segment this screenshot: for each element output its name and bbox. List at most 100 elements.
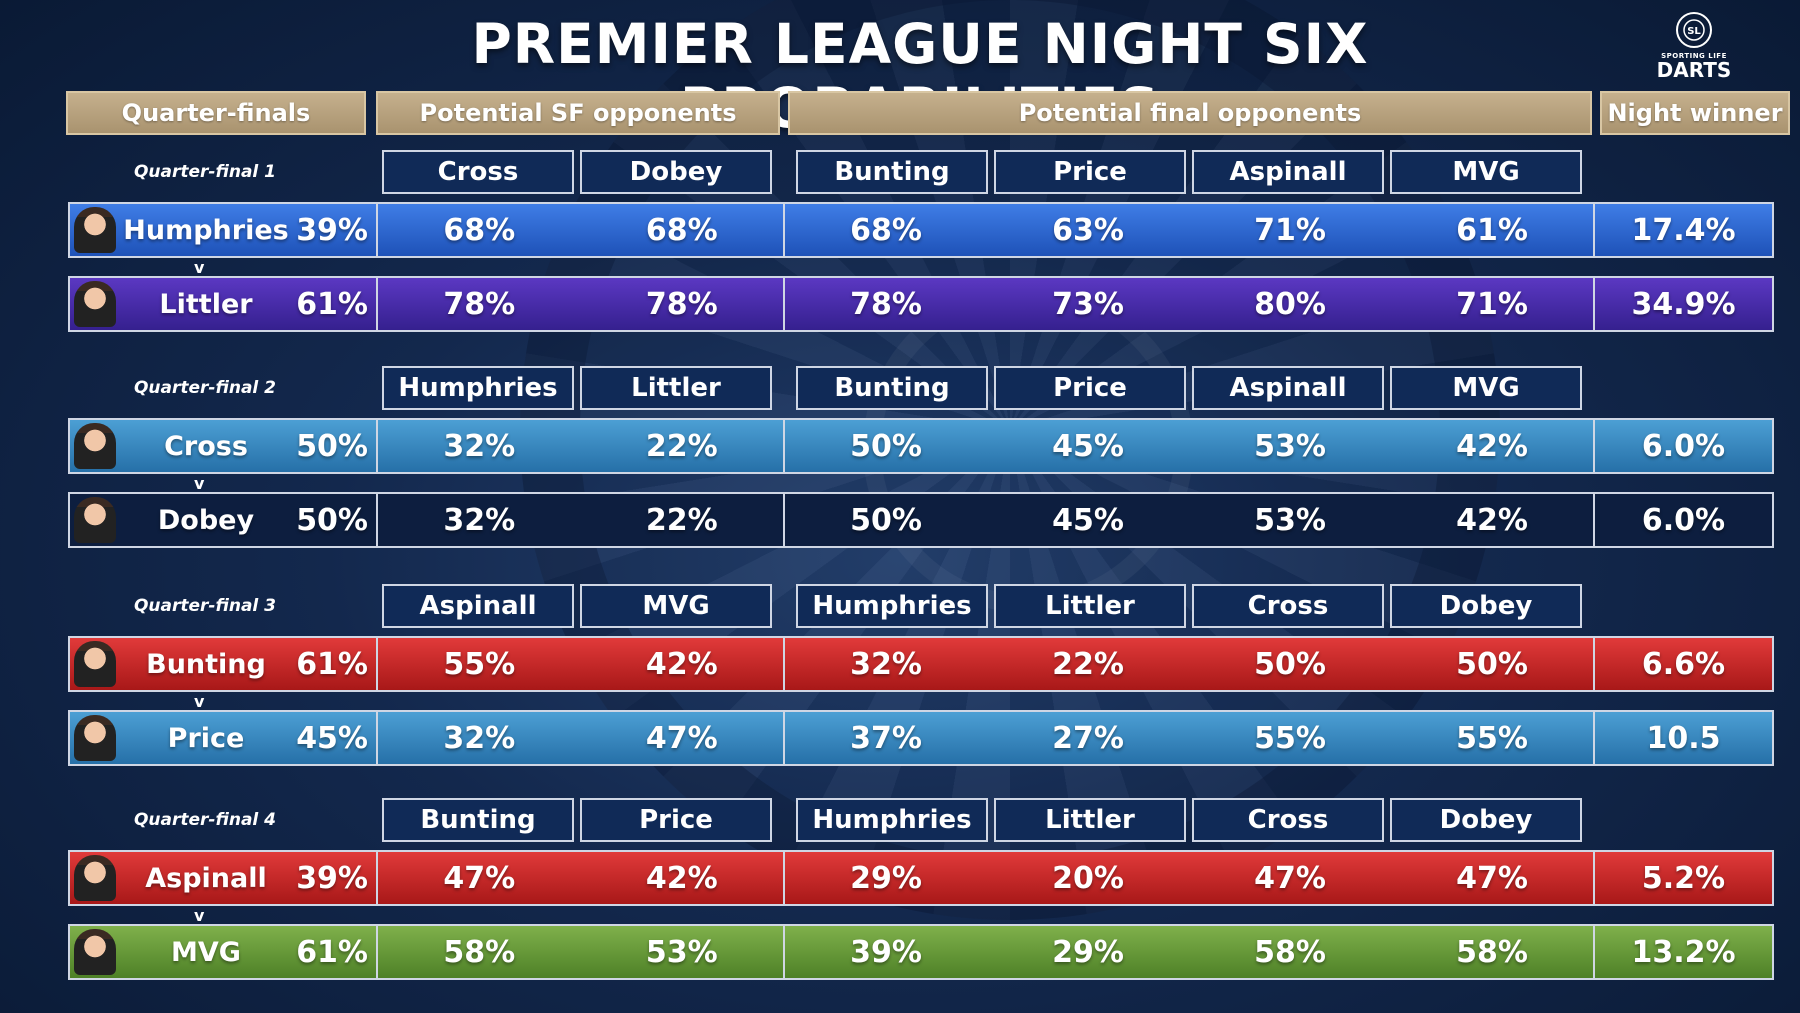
final-probability: 50% [850, 428, 922, 464]
final-opponent-header: MVG [1390, 150, 1582, 194]
final-probability: 58% [1456, 934, 1528, 970]
player-avatar [74, 423, 116, 469]
final-probability: 22% [1052, 646, 1124, 682]
final-opponent-header: Aspinall [1192, 366, 1384, 410]
final-probability: 29% [850, 860, 922, 896]
final-probability: 71% [1456, 286, 1528, 322]
final-probability: 45% [1052, 428, 1124, 464]
final-probability: 32% [850, 646, 922, 682]
sf-probabilities: 55% 42% [376, 638, 783, 690]
quarter-final-probability: 45% [296, 720, 368, 756]
final-probabilities: 50% 45% 53% 42% [783, 494, 1593, 546]
sf-probability: 42% [645, 860, 718, 896]
final-opponent-header: Cross [1192, 798, 1384, 842]
player-name: Bunting [146, 648, 266, 680]
final-probability: 78% [850, 286, 922, 322]
player-cell: Aspinall 39% [70, 852, 376, 904]
sporting-life-darts-logo: SL SPORTING LIFE DARTS [1648, 10, 1740, 82]
player-row: Dobey 50% 32% 22% 50% 45% 53% 42% 6.0% [68, 492, 1774, 548]
player-row: Humphries 39% 68% 68% 68% 63% 71% 61% 17.4% [68, 202, 1774, 258]
final-probability: 71% [1254, 212, 1326, 248]
final-probabilities: 32% 22% 50% 50% [783, 638, 1593, 690]
final-probabilities: 37% 27% 55% 55% [783, 712, 1593, 764]
final-probability: 58% [1254, 934, 1326, 970]
sf-probabilities: 32% 22% [376, 420, 783, 472]
player-name: Aspinall [145, 862, 267, 894]
final-opponent-header: Littler [994, 798, 1186, 842]
quarter-final-probability: 50% [296, 502, 368, 538]
player-row: Price 45% 32% 47% 37% 27% 55% 55% 10.5 [68, 710, 1774, 766]
header-night-winner: Night winner [1600, 91, 1790, 135]
final-probability: 27% [1052, 720, 1124, 756]
final-probability: 42% [1456, 502, 1528, 538]
player-cell: Bunting 61% [70, 638, 376, 690]
quarter-final-probability: 39% [296, 212, 368, 248]
final-probability: 53% [1254, 428, 1326, 464]
sf-probability: 78% [443, 286, 516, 322]
quarter-final-probability: 61% [296, 646, 368, 682]
night-winner-probability: 6.0% [1593, 420, 1772, 472]
header-quarter-finals: Quarter-finals [66, 91, 366, 135]
sf-opponent-header: Aspinall [382, 584, 574, 628]
final-opponent-header: Dobey [1390, 798, 1582, 842]
final-probability: 53% [1254, 502, 1326, 538]
versus-label: v [194, 258, 205, 277]
player-name: Dobey [157, 504, 255, 536]
quarter-final-probability: 61% [296, 934, 368, 970]
final-opponent-header: Humphries [796, 584, 988, 628]
sf-probabilities: 47% 42% [376, 852, 783, 904]
final-probability: 47% [1254, 860, 1326, 896]
final-probabilities: 78% 73% 80% 71% [783, 278, 1593, 330]
sf-probability: 22% [645, 428, 718, 464]
final-probability: 50% [1456, 646, 1528, 682]
player-name: Price [167, 722, 245, 754]
final-probability: 55% [1254, 720, 1326, 756]
sf-probabilities: 78% 78% [376, 278, 783, 330]
player-name: Littler [159, 288, 253, 320]
player-row: MVG 61% 58% 53% 39% 29% 58% 58% 13.2% [68, 924, 1774, 980]
final-probability: 42% [1456, 428, 1528, 464]
sf-opponent-header: Cross [382, 150, 574, 194]
sf-probability: 32% [443, 502, 516, 538]
final-opponent-header: MVG [1390, 366, 1582, 410]
final-probability: 47% [1456, 860, 1528, 896]
night-winner-probability: 13.2% [1593, 926, 1772, 978]
final-probability: 68% [850, 212, 922, 248]
sf-probability: 32% [443, 428, 516, 464]
sf-probability: 78% [645, 286, 718, 322]
player-row: Bunting 61% 55% 42% 32% 22% 50% 50% 6.6% [68, 636, 1774, 692]
final-opponent-header: Bunting [796, 366, 988, 410]
logo-badge-icon: SL [1676, 12, 1712, 48]
sf-probabilities: 32% 22% [376, 494, 783, 546]
sf-probability: 58% [443, 934, 516, 970]
final-probability: 29% [1052, 934, 1124, 970]
sf-probabilities: 68% 68% [376, 204, 783, 256]
final-opponent-header: Bunting [796, 150, 988, 194]
player-name: Humphries [123, 214, 289, 246]
quarter-final-probability: 50% [296, 428, 368, 464]
quarter-final-probability: 61% [296, 286, 368, 322]
sf-probability: 42% [645, 646, 718, 682]
sf-probability: 47% [645, 720, 718, 756]
sf-probabilities: 58% 53% [376, 926, 783, 978]
final-probability: 55% [1456, 720, 1528, 756]
player-cell: Dobey 50% [70, 494, 376, 546]
sf-probability: 22% [645, 502, 718, 538]
sf-opponent-header: Humphries [382, 366, 574, 410]
sf-probability: 68% [443, 212, 516, 248]
player-name: Cross [164, 430, 248, 462]
versus-label: v [194, 906, 205, 925]
sf-probability: 68% [645, 212, 718, 248]
player-avatar [74, 281, 116, 327]
player-avatar [74, 641, 116, 687]
final-probabilities: 68% 63% 71% 61% [783, 204, 1593, 256]
final-probabilities: 29% 20% 47% 47% [783, 852, 1593, 904]
player-avatar [74, 715, 116, 761]
final-probability: 63% [1052, 212, 1124, 248]
player-avatar [74, 855, 116, 901]
final-probability: 39% [850, 934, 922, 970]
header-final-opponents: Potential final opponents [788, 91, 1592, 135]
player-cell: Littler 61% [70, 278, 376, 330]
sf-opponent-header: MVG [580, 584, 772, 628]
quarter-final-label: Quarter-final 3 [133, 596, 277, 616]
